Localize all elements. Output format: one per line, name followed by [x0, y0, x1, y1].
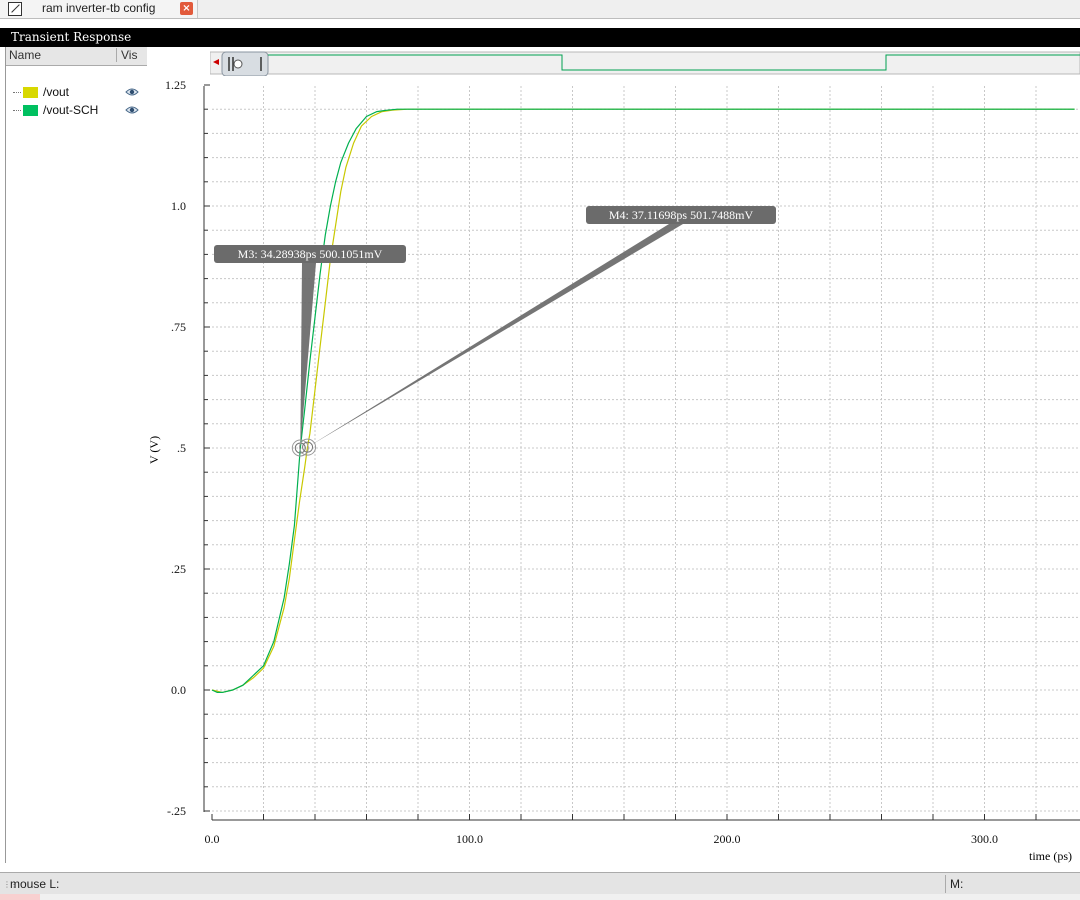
eye-icon[interactable] — [125, 104, 139, 116]
trace-list-panel: Name Vis /vout /vout-SCH — [5, 47, 148, 863]
overview-scrollbar[interactable] — [210, 50, 1080, 76]
panel-title: Transient Response — [11, 30, 132, 44]
schematic-icon — [8, 2, 22, 16]
trace-label: /vout-SCH — [43, 103, 99, 117]
eye-icon[interactable] — [125, 86, 139, 98]
mouse-m-readout: M: — [950, 877, 964, 891]
name-column-header[interactable]: Name — [9, 48, 42, 62]
tab-bar: ram inverter-tb config × — [0, 0, 1080, 19]
trace-item-vout[interactable]: /vout — [13, 84, 143, 102]
status-bar: ⋮⋮ mouse L: M: — [0, 872, 1080, 895]
trace-color-swatch — [23, 87, 38, 98]
plot-area[interactable] — [147, 47, 1080, 863]
vis-column-header[interactable]: Vis — [116, 48, 137, 62]
trace-label: /vout — [43, 85, 70, 99]
trace-color-swatch — [23, 105, 38, 116]
close-icon[interactable]: × — [180, 2, 193, 15]
trace-item-vout-sch[interactable]: /vout-SCH — [13, 102, 143, 120]
tab-ram-inverter-tb[interactable]: ram inverter-tb config × — [0, 0, 198, 18]
tab-title: ram inverter-tb config — [42, 1, 156, 15]
panel-header: Transient Response — [0, 28, 1080, 47]
bottom-strip — [0, 894, 1080, 900]
grip-icon[interactable]: ⋮⋮ — [3, 880, 18, 889]
scroll-left-icon[interactable] — [213, 59, 219, 65]
bottom-indicator — [0, 894, 40, 900]
trace-list-header: Name Vis — [6, 47, 147, 66]
spacer — [0, 19, 1080, 28]
overview-trace — [268, 54, 1080, 71]
mouse-l-readout: mouse L: — [10, 877, 60, 891]
